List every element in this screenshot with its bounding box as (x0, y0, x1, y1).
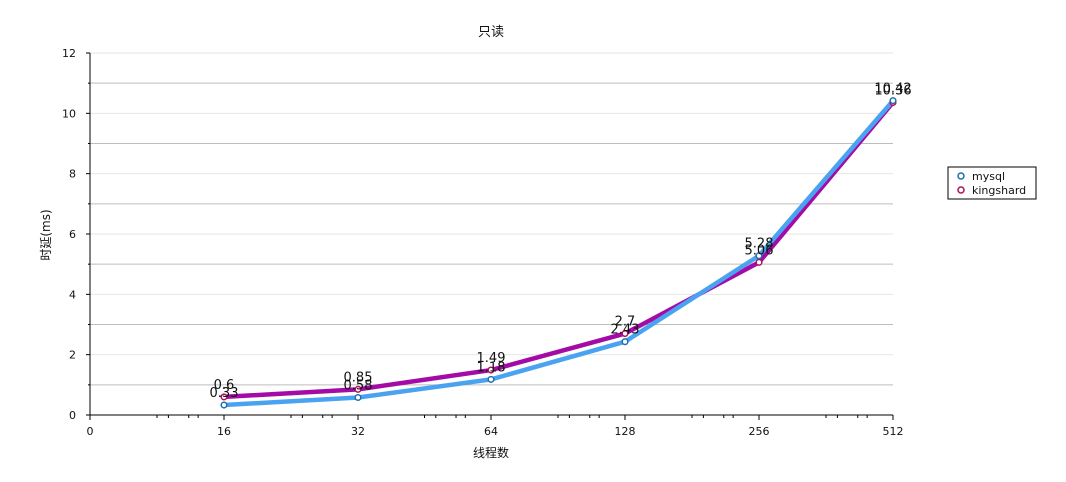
legend-marker-kingshard (957, 186, 965, 194)
series-line-kingshard (221, 100, 896, 400)
point-mysql-64 (487, 375, 495, 383)
data-label-kingshard-32: 0.85 (344, 370, 373, 385)
x-axis-title: 线程数 (473, 445, 509, 460)
y-tick-label-2: 2 (69, 349, 76, 362)
x-tick-label-512: 512 (883, 425, 904, 438)
data-label-mysql-16: 0.33 (210, 386, 239, 401)
series-line-mysql (221, 98, 896, 408)
data-label-kingshard-64: 1.49 (477, 351, 506, 366)
legend: mysql kingshard (947, 166, 1037, 200)
point-kingshard-64 (487, 366, 495, 374)
x-tick-label-0: 0 (87, 425, 94, 438)
data-label-kingshard-16: 0.6 (214, 378, 235, 393)
x-tick-label-16: 16 (217, 425, 231, 438)
y-tick-label-10: 10 (62, 107, 76, 120)
x-tick-label-128: 128 (615, 425, 636, 438)
y-axis-title: 时延(ms) (39, 209, 53, 260)
data-label-mysql-32: 0.58 (344, 379, 373, 394)
x-tick-label-256: 256 (749, 425, 770, 438)
legend-marker-mysql (957, 172, 965, 180)
point-kingshard-128 (621, 330, 629, 338)
data-label-kingshard-512: 10.36 (874, 83, 911, 98)
data-label-mysql-512: 10.42 (874, 82, 911, 97)
data-label-mysql-256: 5.28 (745, 237, 774, 252)
axis-layer: 0 2 4 6 8 10 12 0 16 32 64 128 256 512 (62, 47, 904, 438)
point-mysql-512 (889, 97, 897, 105)
point-kingshard-32 (354, 385, 362, 393)
legend-box (947, 166, 1037, 200)
series-layer (220, 97, 897, 409)
x-tick-label-64: 64 (484, 425, 498, 438)
point-mysql-128 (621, 338, 629, 346)
y-tick-label-6: 6 (69, 228, 76, 241)
grid-layer (90, 52, 893, 386)
point-mysql-16 (220, 401, 228, 409)
y-tick-label-4: 4 (69, 288, 76, 301)
y-tick-label-12: 12 (62, 47, 76, 60)
data-label-kingshard-256: 5.06 (745, 243, 774, 258)
data-label-mysql-64: 1.18 (477, 360, 506, 375)
y-tick-label-0: 0 (69, 409, 76, 422)
data-label-layer: 0.33 0.58 1.18 2.43 5.28 10.42 0.6 0.85 1.49 2.7 5… (210, 82, 912, 401)
point-mysql-256 (755, 252, 763, 260)
data-label-mysql-128: 2.43 (611, 323, 640, 338)
point-kingshard-256 (755, 258, 763, 266)
y-tick-label-8: 8 (69, 168, 76, 181)
legend-label-mysql: mysql (972, 170, 1005, 183)
legend-label-kingshard: kingshard (972, 184, 1026, 197)
data-label-kingshard-128: 2.7 (615, 315, 636, 330)
point-mysql-32 (354, 393, 362, 402)
point-kingshard-16 (220, 393, 228, 401)
chart-title: 只读 (478, 25, 504, 40)
x-tick-label-32: 32 (351, 425, 365, 438)
